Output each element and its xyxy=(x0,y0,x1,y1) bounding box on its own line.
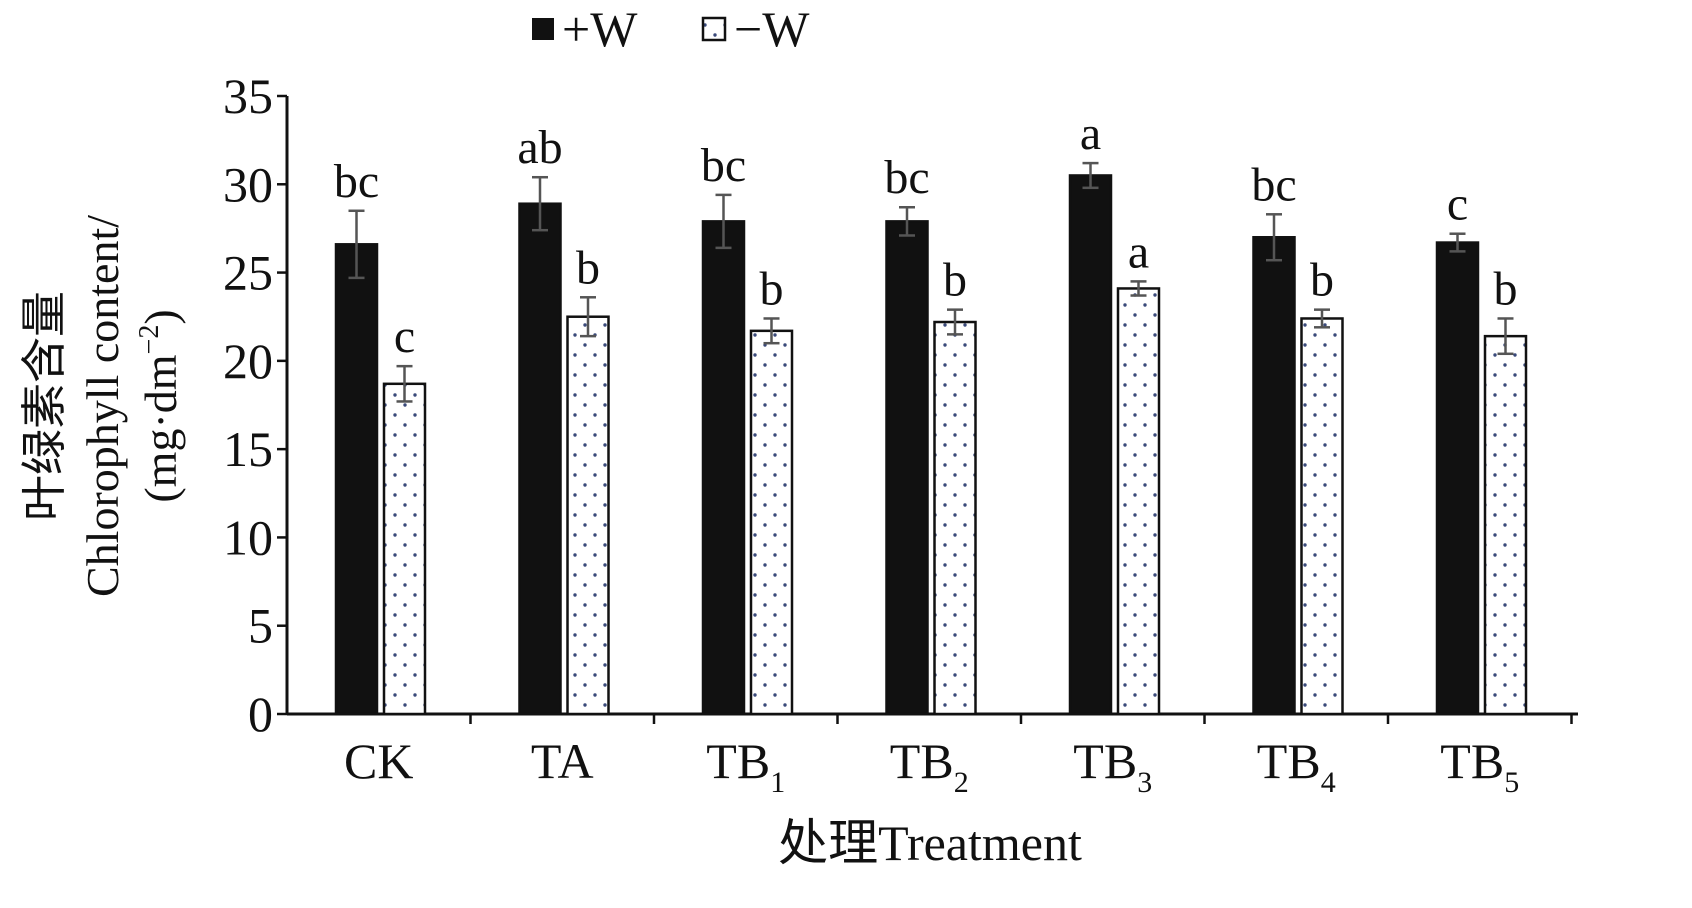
error-bars xyxy=(348,161,1514,403)
bar-minus-w-6 xyxy=(1483,334,1528,716)
category-label: TA xyxy=(531,733,594,789)
sig-label-minus-w-4: a xyxy=(1128,225,1149,278)
y-tick-label: 0 xyxy=(248,686,273,742)
category-label: TB1 xyxy=(706,733,785,799)
bar-minus-w-4 xyxy=(1116,287,1161,716)
y-tick-label: 5 xyxy=(248,598,273,654)
y-tick-label: 30 xyxy=(223,156,273,212)
category-label: CK xyxy=(344,733,413,789)
y-axis-title-unit: (mg·dm−2) xyxy=(134,309,186,502)
bar-minus-w-2 xyxy=(749,329,794,716)
bar-plus-w-6 xyxy=(1435,241,1480,716)
y-tick-label: 20 xyxy=(223,333,273,389)
bar-plus-w-1 xyxy=(518,202,562,716)
y-axis-title-cn: 叶绿素含量 xyxy=(19,291,70,521)
y-tick-label: 35 xyxy=(223,68,273,124)
bar-plus-w-0 xyxy=(334,243,379,716)
bar-minus-w-5 xyxy=(1300,317,1344,716)
sig-label-plus-w-1: ab xyxy=(517,121,562,174)
sig-label-plus-w-0: bc xyxy=(334,155,379,208)
bar-plus-w-3 xyxy=(885,220,929,716)
sig-label-plus-w-4: a xyxy=(1080,107,1101,160)
y-axis-unit-prefix: (mg·dm xyxy=(135,354,186,502)
y-tick-label: 15 xyxy=(223,421,273,477)
y-axis-title: 叶绿素含量 Chlorophyll content/ (mg·dm−2) xyxy=(19,215,186,597)
y-tick-label: 25 xyxy=(223,245,273,301)
bar-minus-w-1 xyxy=(566,315,610,716)
y-tick-label: 10 xyxy=(223,509,273,565)
category-label: TB4 xyxy=(1257,733,1336,799)
sig-label-minus-w-0: c xyxy=(394,310,415,363)
category-label: TB2 xyxy=(890,733,969,799)
y-axis-unit-sup: −2 xyxy=(134,325,165,355)
sig-label-minus-w-1: b xyxy=(576,241,600,294)
bar-minus-w-0 xyxy=(382,382,427,716)
sig-label-minus-w-2: b xyxy=(760,262,784,315)
sig-label-plus-w-2: bc xyxy=(701,139,746,192)
bar-plus-w-2 xyxy=(701,220,746,716)
x-axis-title: 处理Treatment xyxy=(778,815,1082,871)
legend-label-plus-w: +W xyxy=(562,1,638,57)
x-axis-category-labels: CK TA TB1 TB2 TB3 TB4 TB5 xyxy=(344,733,1519,799)
sig-label-plus-w-6: c xyxy=(1447,178,1468,231)
y-axis-title-en: Chlorophyll content/ xyxy=(77,215,128,597)
y-axis-ticks: 0 5 10 15 20 25 30 35 xyxy=(223,68,287,742)
sig-label-minus-w-6: b xyxy=(1494,262,1518,315)
y-axis-unit-suffix: ) xyxy=(135,309,186,324)
bars xyxy=(334,174,1528,716)
legend: +W −W xyxy=(532,1,810,57)
bar-plus-w-5 xyxy=(1252,236,1296,716)
sig-label-plus-w-5: bc xyxy=(1251,158,1296,211)
category-label: TB3 xyxy=(1073,733,1152,799)
sig-label-minus-w-5: b xyxy=(1310,254,1334,307)
axes xyxy=(285,96,1578,724)
legend-swatch-plus-w xyxy=(532,18,554,40)
bar-plus-w-4 xyxy=(1068,174,1113,716)
sig-label-plus-w-3: bc xyxy=(884,151,929,204)
bar-minus-w-3 xyxy=(933,320,977,716)
sig-label-minus-w-3: b xyxy=(943,254,967,307)
category-label: TB5 xyxy=(1440,733,1519,799)
legend-label-minus-w: −W xyxy=(734,1,810,57)
legend-swatch-minus-w xyxy=(701,16,727,42)
